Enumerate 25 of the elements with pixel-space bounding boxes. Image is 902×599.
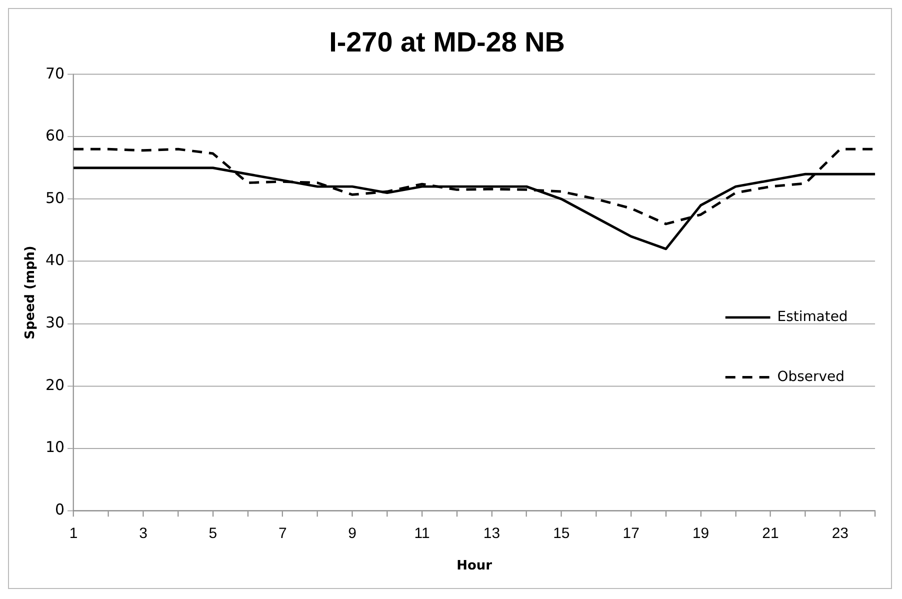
legend-label: Estimated [777,309,848,326]
x-tick-label: 17 [622,525,640,542]
x-tick-label: 21 [762,525,779,542]
y-tick-label: 0 [55,500,65,519]
x-tick-label: 13 [483,525,500,542]
x-tick-label: 1 [69,525,78,542]
legend-label: Observed [777,368,844,385]
x-tick-label: 9 [348,525,356,542]
y-tick-label: 70 [46,64,65,82]
x-axis-title: Hour [456,558,493,574]
x-tick-label: 5 [208,525,218,542]
y-tick-label: 20 [46,376,65,394]
x-tick-label: 23 [832,525,849,542]
y-tick-label: 30 [46,314,65,332]
x-tick-label: 19 [692,525,710,542]
y-tick-label: 10 [46,438,65,456]
x-tick-label: 11 [414,525,430,542]
x-tick-label: 15 [553,525,570,542]
x-tick-label: 7 [278,525,287,542]
y-tick-label: 40 [46,251,65,270]
chart-title: I-270 at MD-28 NB [329,26,565,58]
x-tick-label: 3 [139,525,148,542]
y-tick-label: 60 [46,126,65,145]
y-tick-label: 50 [46,188,65,207]
y-axis-title: Speed (mph) [23,246,38,340]
